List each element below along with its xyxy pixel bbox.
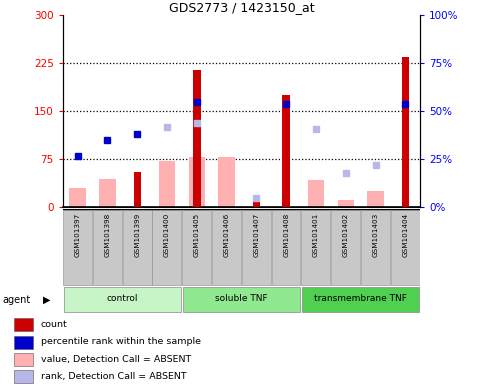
Bar [182,210,211,285]
Bar [301,210,330,285]
Bar [133,172,141,207]
Bar [212,210,241,285]
Text: GSM101403: GSM101403 [372,212,379,257]
Text: count: count [41,320,68,329]
Bar [391,210,420,285]
Bar [218,157,235,207]
Text: percentile rank within the sample: percentile rank within the sample [41,337,201,346]
Bar [361,210,390,285]
Bar [153,210,181,285]
Bar [242,210,270,285]
Text: GSM101400: GSM101400 [164,212,170,257]
Text: control: control [107,295,138,303]
Bar [401,57,409,207]
Bar [14,336,32,349]
Text: GSM101397: GSM101397 [75,212,81,257]
Text: GSM101401: GSM101401 [313,212,319,257]
Bar [331,210,360,285]
Bar [64,287,181,312]
Bar [308,180,324,207]
Bar [159,161,175,207]
Text: GSM101399: GSM101399 [134,212,140,257]
Bar [70,188,86,207]
Bar [14,370,32,383]
Text: GSM101406: GSM101406 [224,212,229,257]
Bar [368,191,384,207]
Bar [99,179,115,207]
Bar [93,210,122,285]
Bar [14,353,32,366]
Text: GSM101402: GSM101402 [343,212,349,257]
Text: ▶: ▶ [43,295,51,305]
Title: GDS2773 / 1423150_at: GDS2773 / 1423150_at [169,1,314,14]
Bar [283,95,290,207]
Bar [183,287,300,312]
Text: soluble TNF: soluble TNF [215,295,268,303]
Bar [189,157,205,207]
Bar [14,318,32,331]
Bar [193,70,200,207]
Bar [271,210,300,285]
Bar [123,210,152,285]
Text: GSM101408: GSM101408 [283,212,289,257]
Text: value, Detection Call = ABSENT: value, Detection Call = ABSENT [41,354,191,364]
Bar [63,210,92,285]
Bar [302,287,419,312]
Text: GSM101407: GSM101407 [254,212,259,257]
Bar [338,200,354,207]
Bar [253,201,260,207]
Text: agent: agent [2,295,30,305]
Text: GSM101404: GSM101404 [402,212,408,257]
Text: transmembrane TNF: transmembrane TNF [314,295,407,303]
Text: GSM101405: GSM101405 [194,212,200,257]
Text: GSM101398: GSM101398 [104,212,111,257]
Text: rank, Detection Call = ABSENT: rank, Detection Call = ABSENT [41,372,186,381]
